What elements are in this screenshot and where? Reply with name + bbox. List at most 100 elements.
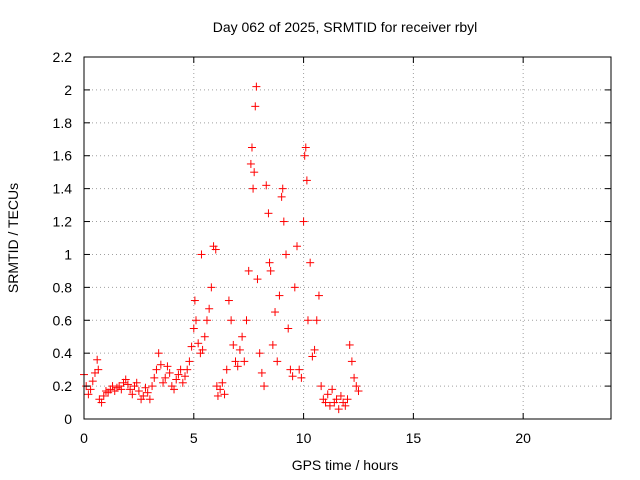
data-point — [101, 387, 110, 396]
data-point — [198, 345, 207, 354]
data-point — [172, 375, 181, 384]
y-tick-label: 0.2 — [53, 378, 73, 394]
data-point — [265, 258, 274, 267]
data-point — [323, 390, 332, 399]
x-tick-label: 5 — [190, 430, 198, 446]
data-point — [170, 385, 179, 394]
data-point — [187, 342, 196, 351]
data-point — [297, 373, 306, 382]
y-tick-label: 2.2 — [53, 49, 73, 65]
data-point — [301, 143, 310, 152]
data-point — [275, 291, 284, 300]
data-point — [202, 316, 211, 325]
y-axis-title: SRMTID / TECUs — [5, 183, 21, 293]
data-point — [194, 339, 203, 348]
data-point — [257, 368, 266, 377]
plot-frame — [83, 56, 612, 420]
data-point — [246, 159, 255, 168]
data-point — [233, 362, 242, 371]
data-point — [213, 391, 222, 400]
data-point — [302, 176, 311, 185]
data-point — [159, 378, 168, 387]
data-point — [284, 324, 293, 333]
data-point — [247, 143, 256, 152]
data-point — [295, 365, 304, 374]
data-point — [139, 391, 148, 400]
data-point — [303, 316, 312, 325]
data-point — [282, 250, 291, 259]
data-point — [152, 365, 161, 374]
data-point — [211, 245, 220, 254]
data-point — [224, 296, 233, 305]
data-point — [88, 377, 97, 386]
data-point — [165, 368, 174, 377]
data-point — [128, 390, 137, 399]
data-point — [205, 304, 214, 313]
data-point — [132, 378, 141, 387]
x-tick-label: 15 — [406, 430, 422, 446]
data-point — [242, 316, 251, 325]
y-tick-label: 1.2 — [53, 214, 73, 230]
y-tick-label: 2 — [64, 82, 72, 98]
data-point — [314, 291, 323, 300]
data-point — [154, 349, 163, 358]
data-point — [268, 340, 277, 349]
data-point — [266, 266, 275, 275]
data-point — [141, 383, 150, 392]
data-point — [148, 382, 157, 391]
axis-ticks — [83, 56, 611, 420]
data-point — [183, 365, 192, 374]
data-point — [200, 332, 209, 341]
data-point — [99, 391, 108, 400]
data-point — [352, 382, 361, 391]
data-point — [163, 362, 172, 371]
data-point — [161, 373, 170, 382]
data-point — [90, 368, 99, 377]
data-point — [97, 398, 106, 407]
data-point — [94, 365, 103, 374]
y-tick-label: 1.8 — [53, 115, 73, 131]
x-tick-label: 10 — [296, 430, 312, 446]
data-point — [190, 296, 199, 305]
data-point — [252, 82, 261, 91]
data-point — [218, 378, 227, 387]
data-point — [347, 357, 356, 366]
data-point — [178, 378, 187, 387]
data-point — [262, 181, 271, 190]
data-point — [235, 345, 244, 354]
data-point — [84, 390, 93, 399]
data-point — [156, 360, 165, 369]
data-point — [354, 387, 363, 396]
data-point — [277, 192, 286, 201]
chart-title: Day 062 of 2025, SRMTID for receiver rby… — [213, 19, 478, 35]
data-point — [93, 355, 102, 364]
data-point — [286, 365, 295, 374]
data-point — [264, 209, 273, 218]
data-markers — [80, 82, 363, 414]
data-point — [255, 349, 264, 358]
x-tick-label: 20 — [515, 430, 531, 446]
data-point — [145, 395, 154, 404]
data-point — [126, 385, 135, 394]
data-point — [332, 395, 341, 404]
data-point — [231, 357, 240, 366]
data-point — [207, 283, 216, 292]
data-point — [86, 385, 95, 394]
data-point — [212, 382, 221, 391]
data-point — [197, 250, 206, 259]
data-point — [312, 316, 321, 325]
data-point — [288, 372, 297, 381]
y-tick-label: 0.8 — [53, 279, 73, 295]
data-point — [185, 357, 194, 366]
data-point — [244, 266, 253, 275]
data-point — [345, 340, 354, 349]
data-point — [343, 395, 352, 404]
data-point — [240, 357, 249, 366]
data-point — [292, 242, 301, 251]
data-point — [350, 373, 359, 382]
data-point — [290, 283, 299, 292]
data-point — [229, 340, 238, 349]
data-point — [328, 385, 337, 394]
data-point — [310, 345, 319, 354]
